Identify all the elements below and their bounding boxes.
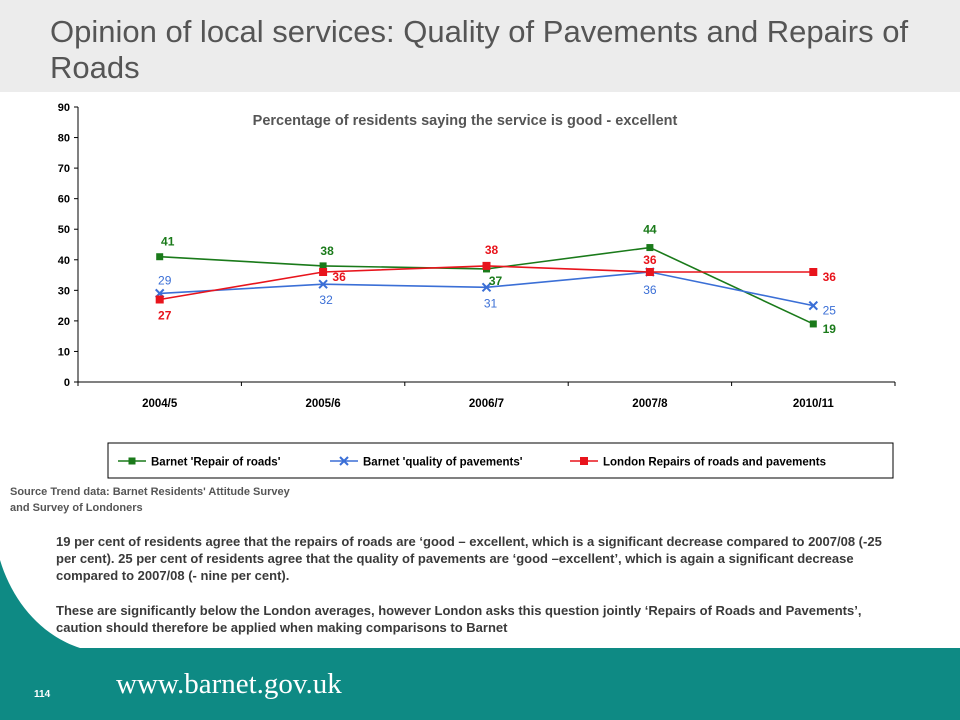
y-tick-label: 0 xyxy=(64,377,70,389)
marker-square xyxy=(128,457,136,465)
data-label: 36 xyxy=(823,270,837,284)
marker-cross-b xyxy=(318,279,328,289)
x-tick-label: 2006/7 xyxy=(469,398,504,410)
marker-square xyxy=(646,244,654,252)
footer-band xyxy=(0,560,960,720)
data-label: 36 xyxy=(643,253,657,267)
marker-cross-b xyxy=(481,282,492,292)
data-label: 31 xyxy=(484,296,498,310)
data-label: 19 xyxy=(823,322,837,336)
series-3 xyxy=(155,261,818,304)
marker-cross-b xyxy=(808,300,819,311)
series-layer xyxy=(154,244,819,328)
page-title: Opinion of local services: Quality of Pa… xyxy=(50,14,909,85)
marker-square xyxy=(809,268,818,276)
page-number: 114 xyxy=(34,689,51,700)
marker-square xyxy=(155,295,164,304)
legend-label: London Repairs of roads and pavements xyxy=(603,457,826,469)
legend-entry-2: Barnet 'quality of pavements' xyxy=(330,456,523,469)
title-band xyxy=(0,0,960,92)
footer-url[interactable]: www.barnet.gov.uk xyxy=(116,668,342,700)
x-tick-label: 2007/8 xyxy=(632,398,668,410)
data-label: 41 xyxy=(161,235,175,249)
legend-entry-1: Barnet 'Repair of roads' xyxy=(118,457,281,469)
legend: Barnet 'Repair of roads' Barnet 'quality … xyxy=(107,442,894,479)
marker-square xyxy=(319,262,327,270)
data-label: 32 xyxy=(319,293,333,307)
y-tick-label: 50 xyxy=(58,224,70,236)
legend-label: Barnet 'quality of pavements' xyxy=(363,457,523,469)
y-tick-label: 30 xyxy=(58,285,70,297)
data-label: 38 xyxy=(320,244,334,258)
y-tick-label: 90 xyxy=(58,102,70,114)
marker-square xyxy=(319,268,328,276)
data-label: 44 xyxy=(643,223,657,237)
line-chart: Percentage of residents saying the servi… xyxy=(0,102,960,720)
y-tick-label: 20 xyxy=(58,316,70,328)
marker-square xyxy=(482,261,491,270)
data-label: 36 xyxy=(643,283,657,297)
data-label: 37 xyxy=(489,274,503,288)
y-tick-label: 10 xyxy=(58,346,70,358)
data-label: 29 xyxy=(158,273,172,287)
marker-square xyxy=(580,457,588,465)
legend-entry-3: London Repairs of roads and pavements xyxy=(570,457,826,469)
x-tick-label: 2010/11 xyxy=(793,398,835,410)
source-note: Source Trend data: Barnet Residents' Att… xyxy=(10,486,290,514)
series-2 xyxy=(154,267,819,311)
data-labels: 41 38 37 44 19 29 32 31 36 25 27 36 38 36 36 xyxy=(158,223,836,336)
marker-square xyxy=(645,268,654,276)
data-label: 36 xyxy=(332,270,346,284)
data-label: 25 xyxy=(823,304,837,318)
marker-square xyxy=(156,253,164,261)
y-tick-label: 80 xyxy=(58,133,70,145)
x-tick-label: 2004/5 xyxy=(142,398,178,410)
x-tick-label: 2005/6 xyxy=(306,398,341,410)
legend-label: Barnet 'Repair of roads' xyxy=(151,457,281,469)
y-tick-label: 70 xyxy=(58,163,70,175)
chart-title: Percentage of residents saying the servi… xyxy=(253,113,678,129)
summary-paragraph-2: These are significantly below the London… xyxy=(56,603,862,635)
data-label: 27 xyxy=(158,309,172,323)
data-label: 38 xyxy=(485,243,499,257)
legend-box xyxy=(107,442,894,479)
summary-paragraph-1: 19 per cent of residents agree that the … xyxy=(56,534,882,583)
y-tick-label: 40 xyxy=(58,255,70,267)
marker-square xyxy=(809,320,817,328)
y-tick-label: 60 xyxy=(58,194,70,206)
axes: 0 10 20 30 40 50 60 70 80 90 2004/5 2005/6 2006/7 200… xyxy=(58,102,896,410)
marker-cross-b xyxy=(339,456,349,466)
